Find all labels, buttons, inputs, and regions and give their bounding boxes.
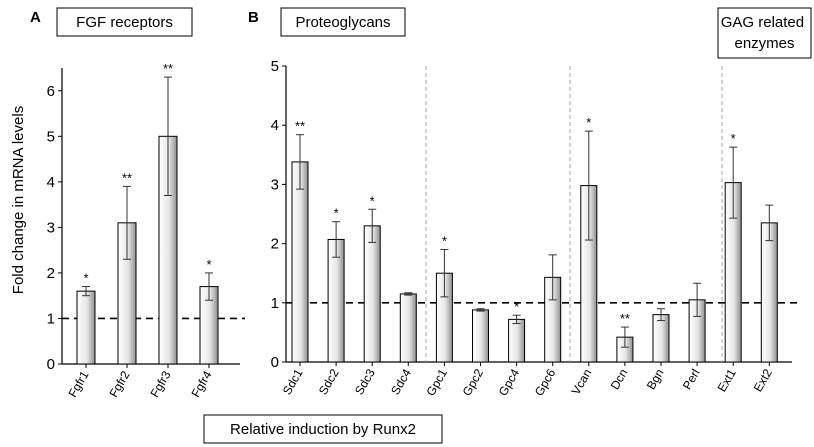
panel-a-letter: A bbox=[30, 9, 41, 26]
bar-sdc2 bbox=[327, 238, 345, 363]
y-tick-label: 0 bbox=[47, 356, 55, 373]
category-label: Ext1 bbox=[715, 366, 739, 394]
bar-sdc1 bbox=[291, 161, 309, 363]
y-tick-label: 2 bbox=[47, 265, 55, 282]
panel-a-chart: 0 1 2 3 4 5 6 * Fgfr1 ** Fgfr2 ** Fgfr3 * Fgfr4 bbox=[47, 61, 245, 400]
y-tick-label: 4 bbox=[47, 174, 55, 191]
y-tick-label: 3 bbox=[271, 176, 279, 193]
proteoglycans-box bbox=[280, 7, 406, 37]
category-label: Fgfr3 bbox=[147, 368, 173, 400]
category-label: Ext2 bbox=[751, 366, 775, 394]
bar-bgn bbox=[652, 314, 670, 363]
category-label: Gpc6 bbox=[532, 366, 559, 398]
y-tick-label: 5 bbox=[47, 128, 55, 145]
category-label: Fgfr2 bbox=[106, 368, 132, 400]
panel-a-title-box bbox=[56, 7, 193, 37]
y-tick-label: 1 bbox=[271, 295, 279, 312]
category-label: Sdc2 bbox=[316, 366, 342, 397]
gag-enzymes-box bbox=[717, 7, 812, 59]
proteoglycans-label: Proteoglycans bbox=[295, 14, 390, 31]
significance-label: * bbox=[206, 257, 211, 272]
bar-sdc4 bbox=[399, 293, 417, 363]
significance-label: * bbox=[731, 131, 736, 146]
bar-ext2 bbox=[760, 222, 778, 363]
caption-box bbox=[203, 414, 443, 444]
category-label: Sdc4 bbox=[388, 366, 414, 397]
significance-label: ** bbox=[295, 119, 305, 134]
gag-enzymes-label: GAG related enzymes bbox=[721, 14, 809, 52]
significance-label: ** bbox=[163, 61, 173, 76]
category-label: Perl bbox=[680, 367, 703, 392]
category-label: Sdc3 bbox=[352, 366, 378, 397]
significance-label: ** bbox=[620, 311, 630, 326]
category-label: Sdc1 bbox=[280, 366, 306, 397]
significance-label: * bbox=[370, 193, 375, 208]
significance-label: * bbox=[586, 115, 591, 130]
panel-b-letter: B bbox=[248, 9, 259, 26]
y-tick-label: 5 bbox=[271, 58, 279, 75]
y-tick-label: 6 bbox=[47, 83, 55, 100]
y-tick-label: 1 bbox=[47, 310, 55, 327]
bar-sdc3 bbox=[363, 225, 381, 363]
category-label: Fgfr1 bbox=[65, 368, 91, 400]
significance-label: * bbox=[514, 299, 519, 314]
category-label: Vcan bbox=[569, 367, 595, 398]
y-axis-label: Fold change in mRNA levels bbox=[10, 106, 27, 294]
caption: Relative induction by Runx2 bbox=[230, 421, 416, 438]
bar-fgfr1 bbox=[76, 290, 96, 365]
y-tick-label: 0 bbox=[271, 354, 279, 371]
y-tick-label: 3 bbox=[47, 219, 55, 236]
category-label: Gpc4 bbox=[496, 366, 523, 398]
significance-label: * bbox=[442, 234, 447, 249]
category-label: Bgn bbox=[644, 367, 667, 392]
significance-label: * bbox=[334, 206, 339, 221]
category-label: Fgfr4 bbox=[188, 368, 214, 400]
category-label: Gpc1 bbox=[424, 366, 451, 398]
significance-label: * bbox=[83, 271, 88, 286]
y-tick-label: 4 bbox=[271, 117, 279, 134]
y-tick-label: 2 bbox=[271, 236, 279, 253]
bar-gpc4 bbox=[508, 318, 526, 363]
significance-label: ** bbox=[122, 170, 132, 185]
category-label: Gpc2 bbox=[460, 366, 487, 398]
panel-a-title: FGF receptors bbox=[76, 14, 173, 31]
category-label: Dcn bbox=[608, 367, 631, 392]
bar-gpc2 bbox=[472, 309, 489, 363]
